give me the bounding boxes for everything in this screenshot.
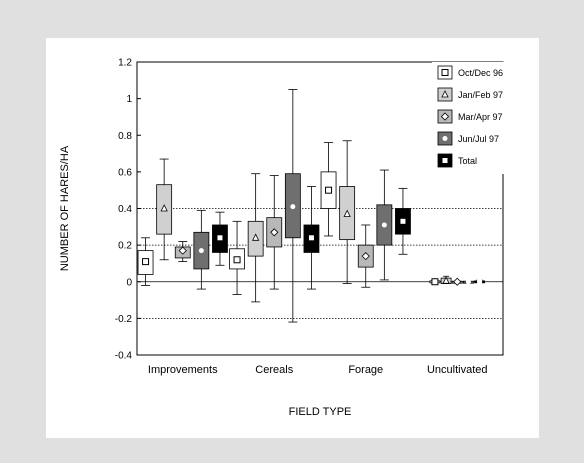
box-total-uncultivated	[474, 279, 485, 285]
marker-diamond	[361, 252, 370, 261]
legend-label: Jan/Feb 97	[458, 90, 503, 100]
marker-diamond	[440, 112, 450, 121]
x-axis-label: FIELD TYPE	[289, 406, 352, 418]
box-jan-feb-97-uncultivated	[440, 275, 452, 284]
x-tick-label: Forage	[348, 364, 383, 376]
box-jun-jul-97-forage	[376, 169, 393, 281]
box-total-cereals	[303, 186, 320, 290]
marker-diamond	[453, 277, 462, 286]
box-jun-jul-97-cereals	[284, 89, 301, 323]
x-tick-label: Cereals	[255, 364, 293, 376]
marker-triangle	[343, 209, 351, 217]
marker-diamond	[178, 246, 187, 255]
marker-circle	[442, 136, 448, 141]
legend-item: Jun/Jul 97	[437, 131, 499, 146]
marker-filled-square	[400, 218, 406, 224]
x-tick-label: Improvements	[148, 364, 218, 376]
box-mar-apr-97-uncultivated	[451, 277, 463, 286]
marker-triangle	[252, 233, 260, 241]
y-tick-label: -0.2	[115, 314, 133, 325]
y-axis-label: NUMBER OF HARES/HA	[59, 145, 71, 271]
legend-label: Mar/Apr 97	[458, 112, 503, 122]
box-total-forage	[395, 187, 411, 255]
box-jun-jul-97-improvements	[193, 209, 210, 290]
box-mar-apr-97-cereals	[266, 175, 283, 290]
marker-diamond	[270, 228, 279, 237]
box-oct-dec-96-cereals	[229, 220, 245, 295]
y-tick-label: 0.2	[118, 241, 132, 252]
box-plot-chart: -0.4 -0.2 0 0.2 0.4 0.6 0.8 1 1.2 Improvements Ce…	[59, 58, 506, 418]
marker-filled-square	[217, 235, 223, 241]
y-tick-label: 1.2	[118, 58, 132, 69]
marker-circle	[465, 279, 471, 285]
legend-label: Jun/Jul 97	[458, 134, 499, 144]
legend-item: Mar/Apr 97	[437, 109, 503, 124]
y-tick-label: 1	[126, 94, 132, 105]
box-jan-feb-97-improvements	[156, 158, 173, 261]
box-total-improvements	[212, 211, 228, 266]
legend-item: Jan/Feb 97	[437, 87, 503, 102]
marker-square	[142, 258, 150, 266]
marker-circle	[198, 248, 204, 254]
legend-item: Total	[437, 153, 477, 168]
y-tick-label: 0.6	[118, 167, 132, 178]
box-jun-jul-97-uncultivated	[463, 279, 474, 285]
marker-circle	[290, 204, 296, 210]
box-oct-dec-96-forage	[320, 142, 337, 237]
box-jan-feb-97-forage	[339, 140, 356, 284]
y-tick-label: -0.4	[115, 351, 133, 362]
marker-triangle	[441, 90, 449, 98]
box-mar-apr-97-forage	[357, 224, 374, 288]
marker-filled-square	[308, 235, 314, 241]
y-tick-label: 0.4	[118, 204, 132, 215]
box-jan-feb-97-cereals	[247, 173, 264, 303]
box-mar-apr-97-improvements	[174, 241, 191, 263]
legend-label: Total	[458, 156, 477, 166]
box-oct-dec-96-improvements	[137, 237, 154, 286]
y-tick-label: 0.8	[118, 131, 132, 142]
marker-square	[325, 186, 333, 194]
box-oct-dec-96-uncultivated	[429, 278, 441, 286]
legend-label: Oct/Dec 96	[458, 68, 503, 78]
marker-square	[431, 278, 439, 286]
marker-square	[441, 69, 449, 76]
legend-item: Oct/Dec 96	[437, 65, 503, 80]
marker-square	[233, 256, 241, 264]
marker-triangle	[160, 204, 168, 212]
marker-circle	[381, 222, 387, 228]
chart-panel: -0.4 -0.2 0 0.2 0.4 0.6 0.8 1 1.2 Improvements Ce…	[46, 38, 539, 438]
x-tick-label: Uncultivated	[427, 364, 488, 376]
marker-filled-square	[477, 279, 483, 285]
y-tick-label: 0	[126, 277, 132, 288]
marker-triangle	[442, 276, 450, 284]
marker-filled-square	[442, 158, 448, 163]
